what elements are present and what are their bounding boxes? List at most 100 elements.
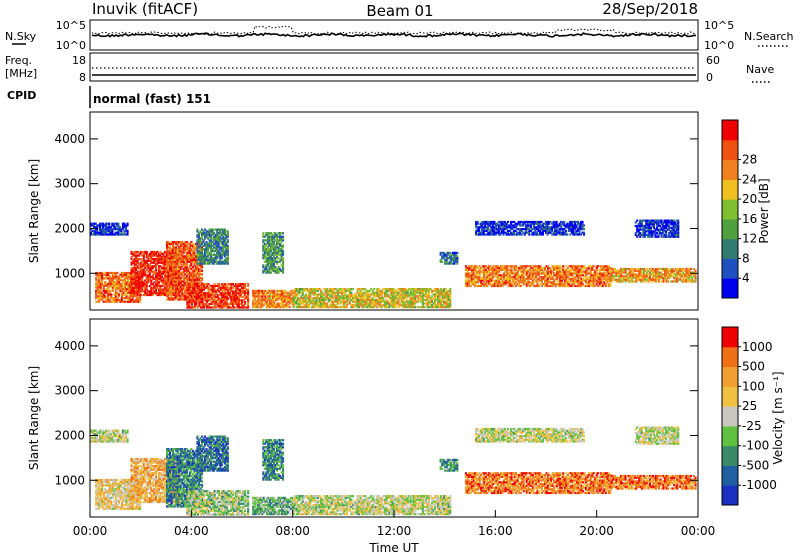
power-cell xyxy=(185,251,188,254)
power-cell xyxy=(150,268,153,271)
power-cell xyxy=(136,254,139,257)
power-cell xyxy=(225,253,228,256)
power-cell xyxy=(385,288,388,291)
power-cell xyxy=(616,273,619,276)
power-cell xyxy=(175,278,178,281)
power-cell xyxy=(274,258,277,262)
power-cell xyxy=(204,262,207,265)
freq-tick-high: 18 xyxy=(72,54,86,67)
power-cell xyxy=(215,284,218,288)
power-cell xyxy=(326,288,329,291)
power-cell xyxy=(595,265,598,268)
power-cell xyxy=(525,277,528,280)
power-cell xyxy=(301,302,304,305)
power-cell xyxy=(648,276,651,280)
power-cell xyxy=(266,251,269,254)
power-cell xyxy=(279,244,282,247)
power-cell xyxy=(379,293,382,296)
power-cell xyxy=(391,291,394,294)
power-cell xyxy=(556,276,559,279)
power-cell xyxy=(620,275,623,278)
power-cell xyxy=(179,267,182,271)
power-cell xyxy=(650,280,653,283)
power-cell xyxy=(440,304,443,307)
power-cell xyxy=(361,302,364,305)
power-cell xyxy=(173,262,176,265)
power-cell xyxy=(265,302,268,305)
power-cell xyxy=(159,254,162,257)
power-cell xyxy=(262,253,265,256)
power-cell xyxy=(388,306,391,309)
power-cell xyxy=(306,297,309,300)
power-cell xyxy=(157,293,160,297)
power-cell xyxy=(271,291,274,294)
power-cell xyxy=(169,275,172,278)
power-cell xyxy=(139,300,142,303)
power-cell xyxy=(635,280,638,283)
power-cell xyxy=(224,295,227,298)
power-cell xyxy=(361,295,364,298)
power-cell xyxy=(111,280,114,284)
power-cell xyxy=(662,276,665,280)
power-cell xyxy=(159,292,162,295)
power-cell xyxy=(495,283,498,286)
power-cell xyxy=(244,306,247,309)
power-cell xyxy=(389,297,392,300)
power-cell xyxy=(182,294,185,297)
power-cell xyxy=(104,300,107,303)
power-cell xyxy=(300,291,303,294)
power-cell xyxy=(159,284,162,288)
power-cell xyxy=(265,248,268,251)
power-cell xyxy=(196,295,199,298)
power-cell xyxy=(117,284,120,287)
power-cell xyxy=(268,260,271,263)
power-cell xyxy=(154,272,157,275)
power-cell xyxy=(559,283,562,286)
power-cell xyxy=(522,276,525,279)
power-cell xyxy=(202,239,205,242)
power-cell xyxy=(170,250,173,253)
power-cell xyxy=(259,289,262,292)
power-cell xyxy=(409,306,412,309)
power-cell xyxy=(483,283,486,286)
power-cell xyxy=(154,263,157,266)
power-cell xyxy=(187,302,190,305)
power-cell xyxy=(557,281,560,284)
power-cell xyxy=(412,306,415,309)
power-cell xyxy=(313,306,316,309)
power-cell xyxy=(201,297,204,300)
power-cell xyxy=(145,292,148,295)
power-cell xyxy=(516,267,519,270)
power-cell xyxy=(572,277,575,280)
power-cell xyxy=(132,292,135,295)
power-cell xyxy=(656,276,659,280)
power-cell xyxy=(379,304,382,307)
power-cell xyxy=(213,304,216,307)
power-cell xyxy=(600,276,603,279)
power-cell xyxy=(167,287,170,290)
power-cell xyxy=(204,253,207,256)
power-cell xyxy=(403,304,406,307)
power-cell xyxy=(175,255,178,258)
power-cell xyxy=(347,288,350,291)
power-cell xyxy=(468,272,471,275)
power-cell xyxy=(493,279,496,282)
power-cell xyxy=(221,299,224,302)
power-cell xyxy=(272,260,275,263)
power-cell xyxy=(167,251,170,254)
power-cell xyxy=(219,262,222,265)
power-cell xyxy=(661,267,664,271)
power-cell xyxy=(577,277,580,280)
power-cell xyxy=(193,251,196,254)
power-cell xyxy=(108,282,111,285)
power-cell xyxy=(110,289,113,292)
power-cell xyxy=(209,293,212,297)
power-cell xyxy=(650,278,653,281)
power-cell xyxy=(263,242,266,245)
power-cell xyxy=(335,306,338,309)
power-cell xyxy=(218,293,221,297)
power-cell xyxy=(130,281,133,284)
power-cell xyxy=(237,297,240,300)
power-cell xyxy=(176,278,179,281)
power-cell xyxy=(578,281,581,284)
